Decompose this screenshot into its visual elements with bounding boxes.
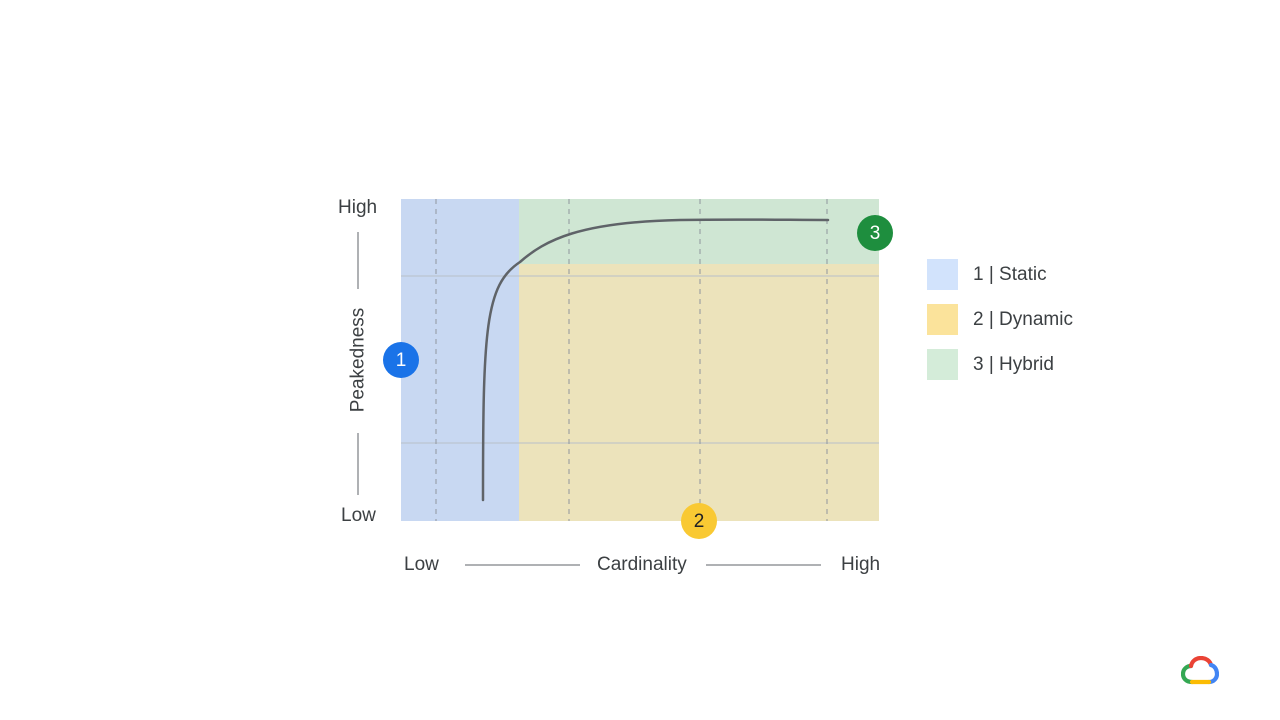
legend-swatch: [927, 259, 958, 290]
dynamic-region: [519, 264, 879, 521]
legend-label: 3 | Hybrid: [973, 353, 1054, 375]
vertical-gridlines: [435, 199, 828, 521]
static-region: [401, 199, 519, 521]
y-axis-title: Peakedness: [347, 307, 369, 413]
y-axis-high-label: High: [338, 197, 378, 218]
hybrid-region: [519, 199, 879, 264]
horizontal-gridlines: [401, 275, 879, 444]
trend-curve: [481, 218, 830, 502]
google-cloud-logo-icon: [1181, 656, 1219, 685]
y-axis-low-label: Low: [341, 505, 376, 526]
legend-label: 2 | Dynamic: [973, 308, 1073, 330]
legend-swatch: [927, 304, 958, 335]
legend-item-hybrid: 3 | Hybrid: [927, 349, 1073, 380]
dynamic-marker-badge: 2: [681, 503, 717, 539]
static-marker-badge: 1: [383, 342, 419, 378]
legend: 1 | Static 2 | Dynamic 3 | Hybrid: [927, 259, 1073, 394]
legend-swatch: [927, 349, 958, 380]
x-axis-title: Cardinality: [597, 554, 687, 575]
x-axis-low-label: Low: [404, 554, 439, 575]
x-axis-high-label: High: [841, 554, 881, 575]
legend-item-dynamic: 2 | Dynamic: [927, 304, 1073, 335]
legend-item-static: 1 | Static: [927, 259, 1073, 290]
hybrid-marker-badge: 3: [857, 215, 893, 251]
legend-label: 1 | Static: [973, 263, 1047, 285]
axis-rules: [357, 232, 821, 566]
